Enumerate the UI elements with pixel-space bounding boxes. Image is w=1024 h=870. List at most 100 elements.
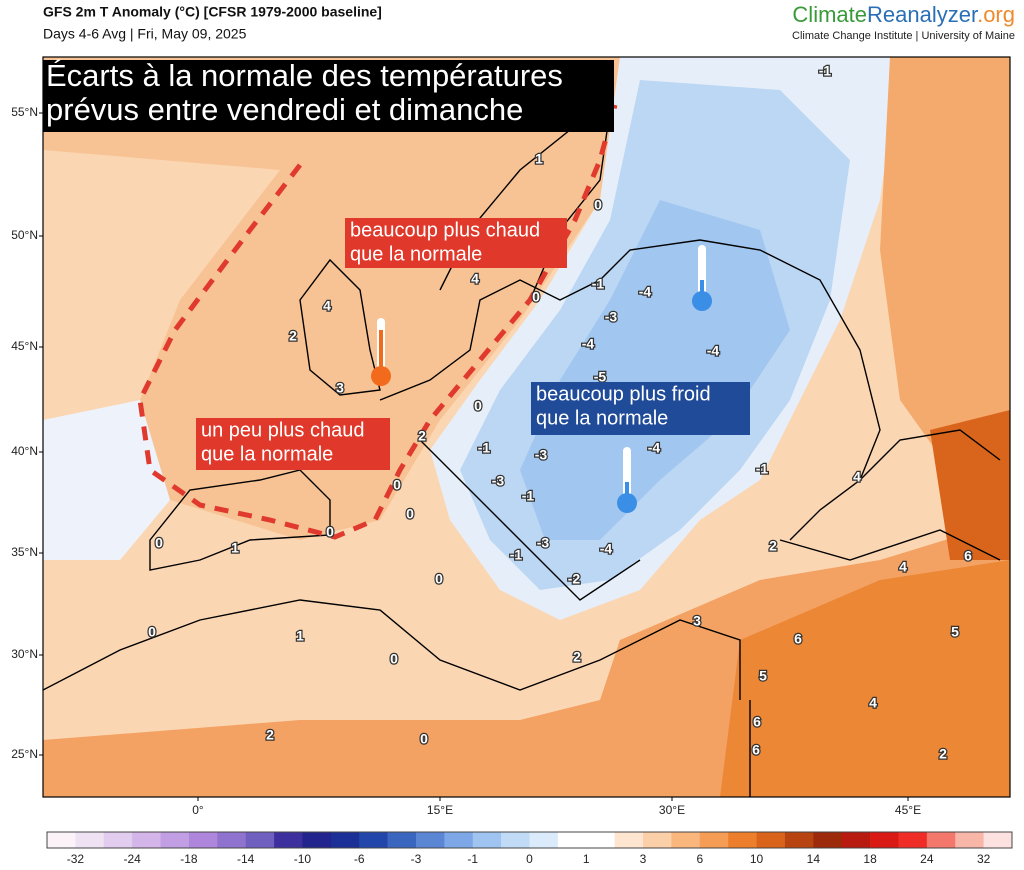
warm-east bbox=[880, 57, 1010, 470]
contour-label: -3 bbox=[535, 447, 548, 463]
contour-label: -1 bbox=[592, 276, 605, 292]
contour-label: 0 bbox=[155, 535, 163, 551]
headline: prévus entre vendredi et dimanche bbox=[46, 92, 523, 127]
thermometer bbox=[692, 245, 712, 311]
colorbar-cell bbox=[444, 832, 474, 848]
contour-label: 0 bbox=[406, 506, 414, 522]
annotation-text: que la normale bbox=[201, 443, 333, 465]
colorbar-label: 1 bbox=[583, 852, 590, 866]
contour-label: 4 bbox=[869, 695, 877, 711]
colorbar-cell bbox=[75, 832, 105, 848]
annotation-box bbox=[531, 382, 750, 435]
colorbar-cell bbox=[160, 832, 190, 848]
colorbar-cell bbox=[756, 832, 786, 848]
colorbar-cell bbox=[188, 832, 218, 848]
brand-part: Climate bbox=[792, 2, 867, 27]
colorbar-cell bbox=[529, 832, 559, 848]
colorbar-label: 18 bbox=[863, 852, 877, 866]
contour-label: -4 bbox=[600, 541, 613, 557]
annotation-text: beaucoup plus chaud bbox=[350, 219, 540, 241]
lat-label: 40°N bbox=[11, 444, 38, 458]
contour-label: -3 bbox=[492, 473, 505, 489]
map-frame bbox=[42, 56, 1011, 798]
colorbar-cell bbox=[955, 832, 984, 848]
colorbar-label: 0 bbox=[526, 852, 533, 866]
headline: Écarts à la normale des températures bbox=[46, 58, 563, 93]
contour-label: -4 bbox=[582, 336, 595, 352]
colorbar-label: -24 bbox=[123, 852, 141, 866]
colorbar-cell bbox=[870, 832, 899, 848]
contour-label: -2 bbox=[568, 571, 581, 587]
axes: 55°N50°N45°N40°N35°N30°N25°N0° 15°E 30°E 45… bbox=[11, 105, 921, 817]
colorbar-cell bbox=[983, 832, 1013, 848]
colorbar-cell bbox=[472, 832, 502, 848]
contour-label: -1 bbox=[478, 440, 491, 456]
contour-label: 4 bbox=[471, 271, 479, 287]
colorbar-label: -32 bbox=[67, 852, 85, 866]
headline-box bbox=[43, 60, 614, 132]
contour-label: 0 bbox=[532, 289, 540, 305]
warm-area bbox=[43, 57, 620, 540]
lon-label: 45°E bbox=[895, 803, 921, 817]
cold-core bbox=[520, 200, 790, 540]
colorbar-frame bbox=[46, 831, 1013, 849]
colorbar-cell bbox=[898, 832, 928, 848]
colorbar-cell bbox=[699, 832, 729, 848]
colorbar-label: 6 bbox=[696, 852, 703, 866]
colorbar-cell bbox=[217, 832, 246, 848]
contour-label: -1 bbox=[756, 461, 769, 477]
colorbar-cell bbox=[586, 832, 615, 848]
contour-label: 1 bbox=[535, 151, 543, 167]
colorbar-cell bbox=[813, 832, 843, 848]
contour-label: 2 bbox=[418, 428, 426, 444]
colorbar-cell bbox=[501, 832, 530, 848]
contour-label: 3 bbox=[336, 380, 344, 396]
colorbar-cell bbox=[47, 832, 76, 848]
colorbar-label: 10 bbox=[750, 852, 764, 866]
colorbar-label: -18 bbox=[180, 852, 198, 866]
colorbar-cell bbox=[132, 832, 161, 848]
colorbar-cell bbox=[926, 832, 956, 848]
contour-label: 5 bbox=[759, 668, 767, 684]
contour-label: 0 bbox=[393, 477, 401, 493]
contour-label: 0 bbox=[326, 524, 334, 540]
lat-label: 45°N bbox=[11, 339, 38, 353]
colorbar-label: -14 bbox=[237, 852, 255, 866]
contour-label: 0 bbox=[148, 624, 156, 640]
contour-label: 2 bbox=[573, 649, 581, 665]
neutral-area bbox=[43, 400, 170, 560]
lat-label: 55°N bbox=[11, 105, 38, 119]
hot-southeast bbox=[720, 560, 1010, 797]
lat-label: 35°N bbox=[11, 545, 38, 559]
hot-caucasus bbox=[930, 410, 1010, 560]
colorbar-cell bbox=[330, 832, 360, 848]
contour-label: -4 bbox=[639, 284, 652, 300]
colorbar-cell bbox=[841, 832, 871, 848]
contour-label: 2 bbox=[266, 727, 274, 743]
contour-label: 0 bbox=[420, 731, 428, 747]
colorbar-cell bbox=[302, 832, 332, 848]
colorbar-cell bbox=[274, 832, 303, 848]
coastlines bbox=[43, 108, 1001, 797]
contour-label: 5 bbox=[951, 624, 959, 640]
contour-label: 4 bbox=[899, 559, 907, 575]
annotation-text: beaucoup plus froid bbox=[536, 383, 711, 405]
contour-label: 2 bbox=[289, 328, 297, 344]
colorbar-cell bbox=[359, 832, 388, 848]
contour-label: 2 bbox=[769, 538, 777, 554]
thermometer bbox=[617, 447, 637, 513]
colorbar-cell bbox=[387, 832, 417, 848]
contour-label: -3 bbox=[605, 309, 618, 325]
lon-label: 30°E bbox=[659, 803, 685, 817]
subtitle: Days 4-6 Avg | Fri, May 09, 2025 bbox=[43, 26, 247, 42]
colorbar-cell bbox=[671, 832, 701, 848]
title: GFS 2m T Anomaly (°C) [CFSR 1979-2000 ba… bbox=[43, 4, 382, 20]
lat-label: 50°N bbox=[11, 228, 38, 242]
contour-label: 6 bbox=[752, 742, 760, 758]
lon-label: 0° bbox=[192, 803, 204, 817]
contour-label: -4 bbox=[648, 440, 661, 456]
